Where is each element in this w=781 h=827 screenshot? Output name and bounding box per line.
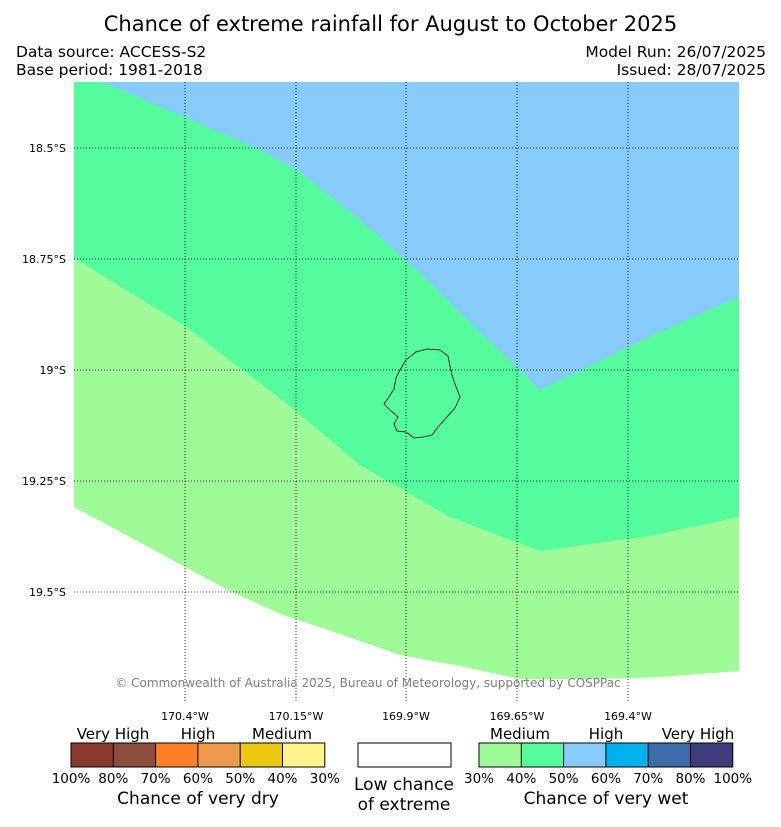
dry-swatch [155, 743, 198, 767]
chart-title: Chance of extreme rainfall for August to… [103, 12, 678, 36]
lon-label: 170.15°W [269, 710, 324, 723]
wet-swatch [563, 743, 606, 767]
region-high-wet [102, 82, 739, 390]
dry-swatch [240, 743, 283, 767]
island-outline [383, 348, 461, 439]
longitude-labels: 170.4°W 170.15°W 169.9°W 169.65°W 169.4°… [161, 710, 652, 723]
dry-swatch [197, 743, 241, 767]
legend-dry: Very High High Medium 100% 80% 70% 60% 5… [52, 725, 340, 809]
base-period: Base period: 1981-2018 [16, 61, 203, 79]
wet-tick: 40% [506, 771, 536, 787]
lon-label: 170.4°W [161, 710, 209, 723]
low-caption-line2: of extreme [358, 795, 451, 815]
legend-low: Low chance of extreme [354, 742, 454, 815]
lon-label: 169.9°W [382, 710, 430, 723]
lon-label: 169.65°W [490, 710, 545, 723]
issued-date: Issued: 28/07/2025 [616, 61, 766, 79]
legend-wet: Medium High Very High 30% 40% 50% 60% 70… [464, 725, 752, 809]
wet-swatch [521, 743, 564, 767]
low-swatch [357, 742, 452, 768]
dry-tick: 60% [183, 771, 213, 787]
dry-caption: Chance of very dry [117, 789, 279, 809]
dry-swatch [282, 743, 325, 767]
map-regions [74, 82, 739, 679]
low-caption-line1: Low chance [354, 775, 454, 795]
model-run: Model Run: 26/07/2025 [585, 43, 766, 61]
wet-swatch [690, 743, 733, 767]
dry-tick: 40% [267, 771, 297, 787]
dry-tick: 70% [141, 771, 171, 787]
lon-label: 169.4°W [604, 710, 652, 723]
wet-category-label: Very High [662, 725, 735, 743]
wet-swatch [479, 743, 522, 767]
data-source: Data source: ACCESS-S2 [16, 43, 207, 61]
wet-caption: Chance of very wet [524, 789, 689, 809]
meta-left: Data source: ACCESS-S2 Base period: 1981… [16, 43, 206, 79]
wet-tick: 80% [675, 771, 705, 787]
copyright-text: © Commonwealth of Australia 2025, Bureau… [115, 676, 620, 690]
dry-tick: 50% [225, 771, 255, 787]
dry-tick: 30% [310, 771, 340, 787]
dry-tick: 80% [98, 771, 128, 787]
wet-tick: 100% [713, 771, 752, 787]
dry-swatch [113, 743, 156, 767]
lat-label: 18.75°S [22, 253, 66, 266]
lat-label: 19.5°S [29, 586, 66, 599]
wet-tick: 60% [591, 771, 621, 787]
dry-tick: 100% [52, 771, 91, 787]
wet-tick: 70% [633, 771, 663, 787]
wet-tick: 50% [549, 771, 579, 787]
wet-category-label: High [589, 725, 623, 743]
wet-swatch [605, 743, 649, 767]
wet-swatch [648, 743, 691, 767]
dry-swatch [71, 743, 114, 767]
latitude-labels: 18.5°S 18.75°S 19°S 19.25°S 19.5°S [22, 142, 66, 599]
lat-label: 18.5°S [29, 142, 66, 155]
dry-category-label: Medium [252, 725, 312, 743]
wet-category-label: Medium [490, 725, 550, 743]
lat-label: 19.25°S [22, 475, 66, 488]
dry-category-label: Very High [77, 725, 150, 743]
wet-tick: 30% [464, 771, 494, 787]
lat-label: 19°S [40, 364, 66, 377]
dry-category-label: High [181, 725, 215, 743]
meta-right: Model Run: 26/07/2025 Issued: 28/07/2025 [585, 43, 766, 79]
